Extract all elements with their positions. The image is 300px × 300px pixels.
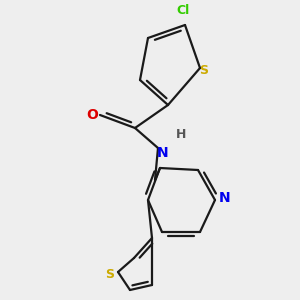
Text: H: H [176, 128, 186, 140]
Text: O: O [86, 108, 98, 122]
Text: S: S [200, 64, 208, 76]
Text: N: N [157, 146, 169, 160]
Text: S: S [106, 268, 115, 281]
Text: Cl: Cl [176, 4, 190, 17]
Text: N: N [219, 191, 231, 205]
